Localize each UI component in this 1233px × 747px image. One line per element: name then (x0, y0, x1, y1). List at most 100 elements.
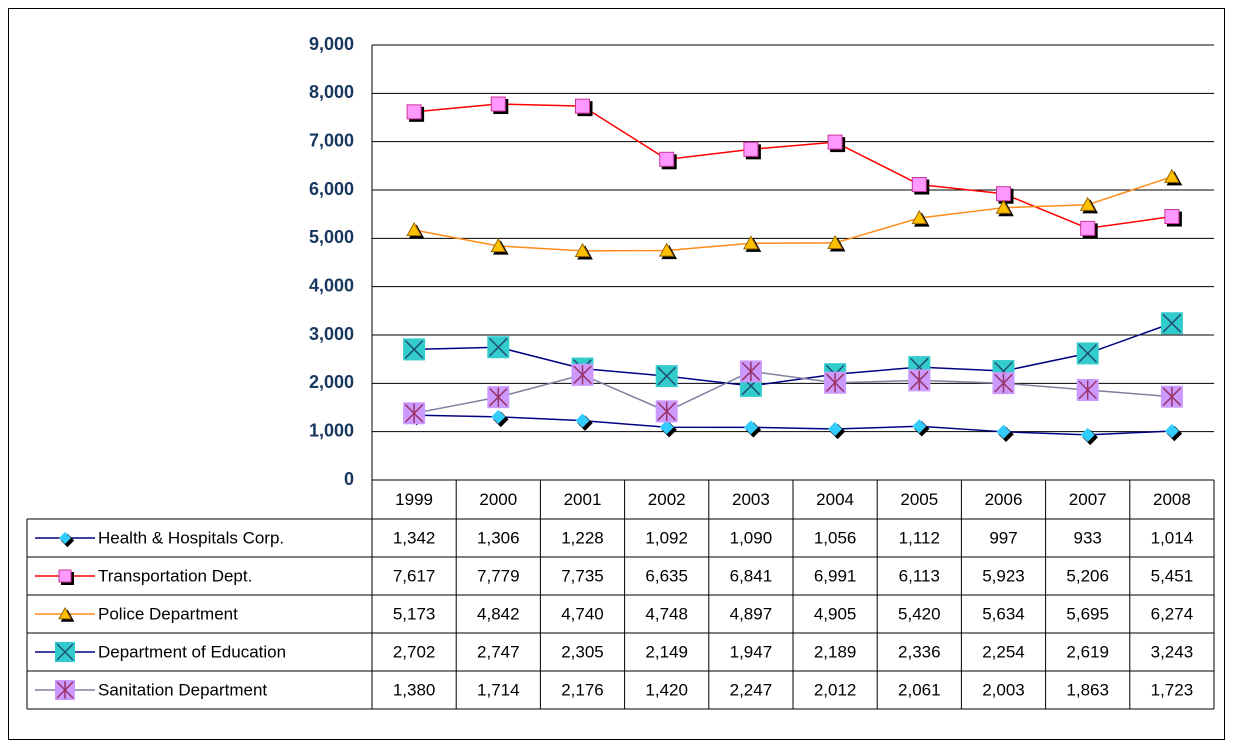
x-tick-label: 2006 (985, 490, 1023, 509)
marker (1080, 220, 1098, 239)
marker (575, 413, 593, 431)
series-line (414, 414, 1172, 436)
y-tick-label: 1,000 (309, 420, 354, 440)
y-tick-label: 3,000 (309, 324, 354, 344)
table-value: 2,003 (982, 680, 1025, 699)
marker-cross (488, 337, 508, 357)
table-value: 1,112 (899, 528, 940, 547)
marker-shape (827, 134, 843, 150)
marker (1164, 209, 1182, 227)
marker (908, 369, 931, 392)
marker-shape (996, 186, 1011, 202)
y-tick-label: 0 (344, 469, 354, 489)
marker (58, 606, 75, 622)
marker-shape (1164, 209, 1180, 225)
marker-cross (1162, 313, 1182, 333)
marker (655, 365, 678, 388)
marker-cross (1078, 344, 1098, 363)
y-tick-label: 7,000 (309, 130, 354, 150)
table-value: 1,714 (477, 680, 520, 699)
marker-shape (996, 424, 1011, 439)
x-tick-label: 2008 (1153, 490, 1191, 509)
series-line (413, 370, 1172, 415)
x-tick-label: 2002 (648, 490, 686, 509)
table-value: 2,305 (561, 642, 604, 661)
table-value: 6,274 (1151, 604, 1194, 623)
marker (827, 134, 846, 153)
marker-shape (1080, 220, 1096, 236)
table-value: 5,923 (982, 566, 1025, 585)
marker (658, 242, 678, 260)
table-value: 2,254 (982, 642, 1025, 661)
x-tick-label: 1999 (395, 490, 433, 509)
x-tick-label: 2000 (479, 490, 517, 509)
table-value: 1,947 (730, 642, 773, 661)
table-value: 7,735 (561, 566, 604, 585)
table-value: 1,420 (645, 680, 688, 699)
legend-label: Sanitation Department (98, 680, 267, 699)
marker-shape (1080, 427, 1095, 442)
marker (575, 98, 593, 117)
y-tick-label: 2,000 (309, 372, 354, 392)
table-value: 4,740 (561, 604, 604, 623)
table-value: 6,635 (645, 566, 688, 585)
chart-border (8, 8, 1225, 740)
table-value: 4,905 (814, 604, 857, 623)
marker (659, 420, 677, 438)
table-value: 1,014 (1151, 528, 1194, 547)
marker (911, 210, 930, 227)
marker-cross (56, 643, 74, 661)
marker-cross (657, 366, 677, 386)
marker-cross (404, 340, 424, 359)
marker (995, 199, 1014, 217)
marker-shape (490, 237, 507, 253)
table-value: 5,695 (1066, 604, 1109, 623)
table-value: 2,012 (814, 680, 857, 699)
table-value: 7,617 (393, 566, 436, 585)
marker-shape (575, 413, 590, 428)
table-value: 2,747 (477, 642, 520, 661)
y-tick-label: 4,000 (309, 275, 354, 295)
y-tick-label: 9,000 (309, 34, 354, 54)
table-value: 5,451 (1151, 566, 1194, 585)
table-value: 1,090 (730, 528, 773, 547)
x-tick-label: 2003 (732, 490, 770, 509)
table-value: 6,113 (899, 566, 940, 585)
table-value: 2,619 (1066, 642, 1109, 661)
marker (992, 372, 1015, 395)
table-value: 933 (1074, 528, 1102, 547)
table-value: 6,841 (730, 566, 773, 585)
marker-shape (995, 199, 1012, 214)
marker-shape (1164, 168, 1180, 183)
table-value: 2,149 (645, 642, 688, 661)
legend-label: Department of Education (98, 642, 286, 661)
marker-shape (743, 420, 758, 435)
marker (1076, 342, 1099, 365)
marker-shape (1079, 196, 1096, 211)
table-value: 2,189 (814, 642, 857, 661)
x-tick-label: 2004 (816, 490, 854, 509)
marker (55, 680, 75, 700)
marker (59, 532, 75, 548)
x-tick-label: 2001 (564, 490, 602, 509)
table-value: 1,380 (393, 680, 436, 699)
table-value: 1,228 (561, 528, 604, 547)
table-value: 5,420 (898, 604, 941, 623)
marker (55, 642, 75, 662)
marker-shape (659, 420, 674, 435)
marker (1164, 168, 1183, 186)
marker (659, 151, 677, 170)
marker-shape (658, 242, 675, 257)
y-tick-label: 6,000 (309, 179, 354, 199)
marker-shape (828, 421, 843, 436)
table-value: 6,991 (814, 566, 857, 585)
y-tick-label: 8,000 (309, 82, 354, 102)
marker (406, 104, 425, 122)
marker-shape (574, 242, 591, 257)
marker (824, 371, 847, 394)
marker (490, 96, 509, 115)
table-value: 1,056 (814, 528, 857, 547)
marker-shape (58, 606, 72, 620)
marker (743, 141, 761, 160)
series-line (414, 103, 1173, 230)
